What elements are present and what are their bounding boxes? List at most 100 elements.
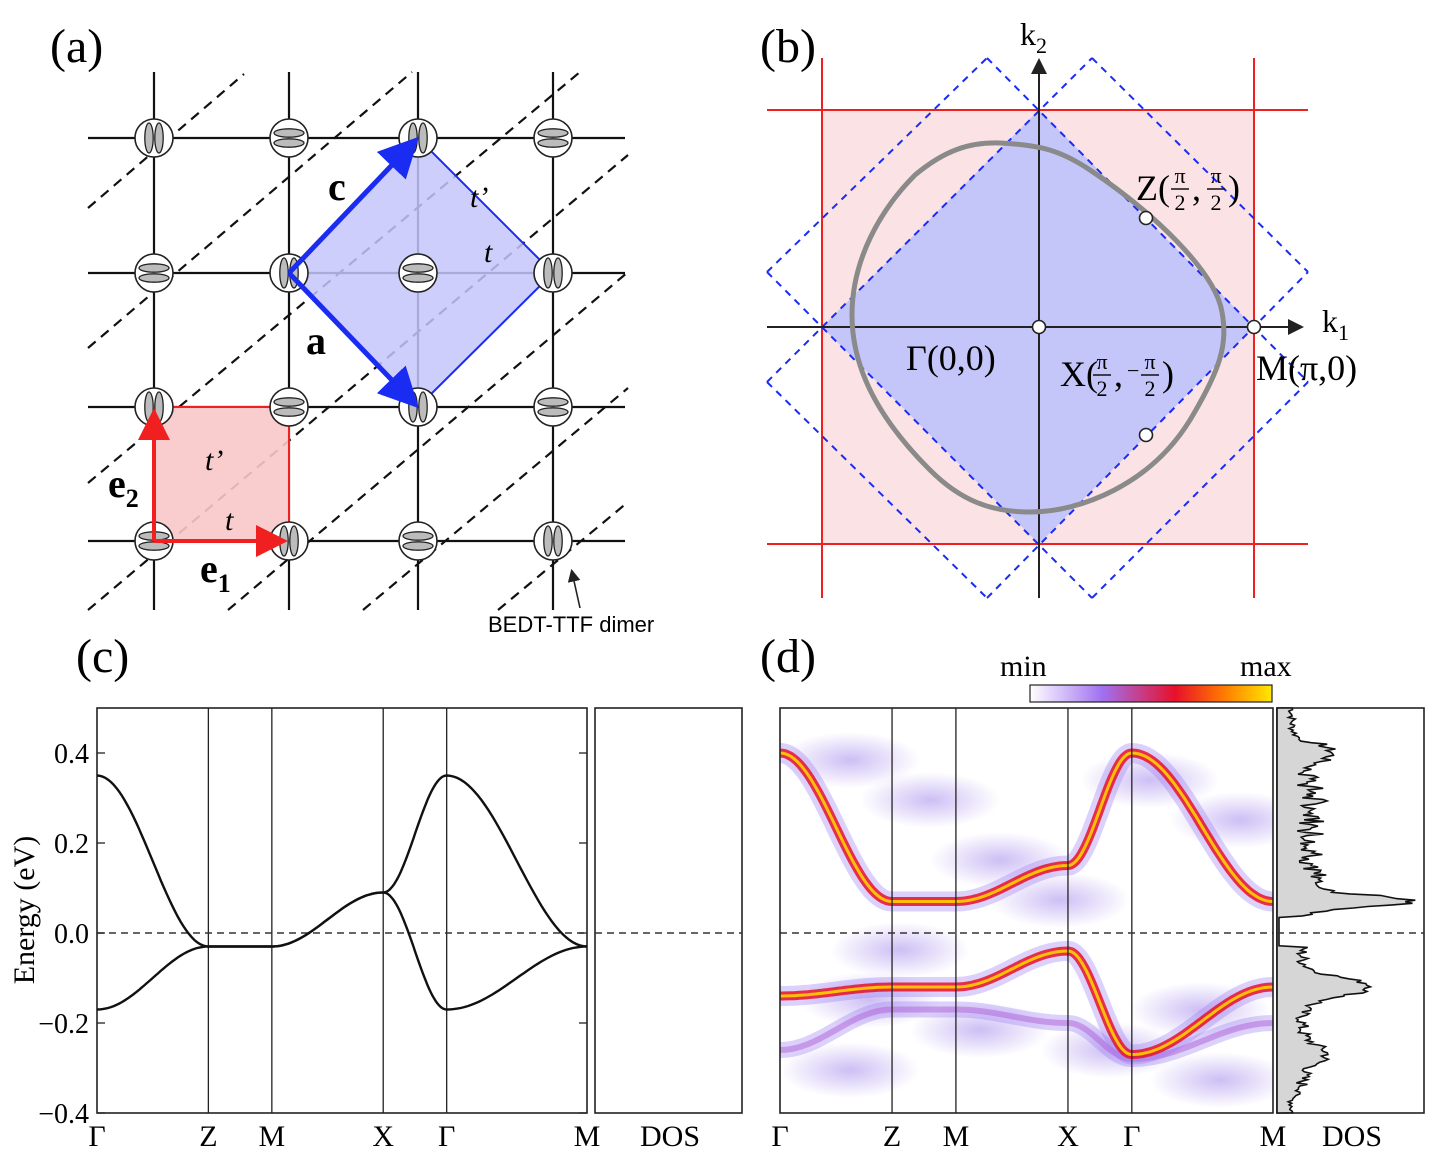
m-point-label: M(π,0)	[1256, 348, 1357, 388]
svg-text:X(: X(	[1060, 354, 1098, 394]
x-tick-label: Γ	[771, 1120, 788, 1153]
panel-b-label: (b)	[760, 20, 816, 73]
m-point	[1246, 319, 1262, 335]
spectral-band-peak	[780, 751, 1273, 903]
y-tick-label: 0.0	[54, 919, 89, 950]
spectral-band-peak	[780, 949, 1273, 1056]
spectral-bands	[780, 743, 1273, 1067]
svg-text:): )	[1162, 354, 1174, 394]
unit-cell-e	[153, 406, 290, 542]
x-tick-label: X	[372, 1120, 394, 1153]
dimer	[533, 521, 573, 561]
panel-d: (d) min max Γ Z M X Γ M DOS	[760, 630, 1425, 1153]
spectral-haze-blob	[780, 732, 920, 788]
dimer	[134, 253, 174, 293]
svg-text:2: 2	[1175, 190, 1186, 215]
dimer	[398, 253, 438, 293]
svg-text:2: 2	[1145, 376, 1156, 401]
x-tick-label: Γ	[1123, 1120, 1140, 1153]
dimer-pointer-arrow	[567, 568, 581, 609]
hopping-t-label: t	[484, 236, 493, 269]
spectral-haze-blob	[990, 872, 1130, 928]
spectral-function-map	[780, 732, 1273, 1108]
panel-d-label: (d)	[760, 630, 816, 683]
dimer	[533, 387, 573, 427]
band-curves	[96, 774, 588, 1011]
dimer	[533, 118, 573, 158]
band-plot-frame	[96, 707, 588, 1114]
gamma-point-label: Γ(0,0)	[906, 338, 996, 378]
spectral-haze-blob	[780, 1042, 920, 1098]
svg-text:−: −	[1127, 358, 1139, 383]
x-tick-label: Z	[883, 1120, 901, 1153]
y-tick-label: −0.2	[38, 1009, 89, 1040]
x-point-label: X( π 2 , − π 2 )	[1060, 349, 1174, 401]
y-axis-ticks: −0.4 −0.2 0.0 0.2 0.4	[38, 739, 587, 1130]
svg-text:,: ,	[1114, 354, 1123, 394]
y-axis-label: Energy (eV)	[8, 836, 41, 985]
z-point-label: Z( π 2 , π 2 )	[1136, 163, 1240, 215]
colorbar-min-label: min	[1000, 650, 1047, 683]
colorbar	[1029, 684, 1273, 703]
hopping-t-label: t	[225, 504, 234, 537]
hopping-tp-label: t’	[205, 444, 223, 477]
band-line	[96, 891, 588, 1011]
gamma-point	[1031, 319, 1047, 335]
spectral-haze-blob	[1150, 1052, 1273, 1108]
dos-fill	[1276, 707, 1416, 1114]
x-tick-label: M	[943, 1120, 970, 1153]
vector-a-arrow	[287, 271, 419, 409]
x-tick-label: Z	[199, 1120, 217, 1153]
svg-text:2: 2	[1211, 190, 1222, 215]
y-tick-label: 0.4	[54, 739, 89, 770]
svg-text:π: π	[1144, 349, 1155, 374]
panel-c-label: (c)	[76, 630, 129, 683]
shadow-band-core	[780, 1006, 1273, 1062]
dos-axis-label: DOS	[640, 1120, 700, 1153]
spectral-plot-frame	[779, 707, 1274, 1114]
svg-text:π: π	[1174, 163, 1185, 188]
vector-c-arrow	[287, 136, 419, 275]
vector-e1-label: e1	[200, 546, 231, 598]
spectral-haze-blob	[830, 922, 970, 978]
vector-a-label: a	[306, 318, 326, 363]
panel-a: (a)	[50, 20, 654, 637]
k1-axis-label: k1	[1322, 303, 1349, 345]
svg-text:Z(: Z(	[1136, 168, 1170, 208]
fermi-surface-curve	[849, 140, 1227, 515]
y-tick-label: 0.2	[54, 829, 89, 860]
dimer	[134, 118, 174, 158]
svg-text:): )	[1228, 168, 1240, 208]
svg-text:,: ,	[1192, 168, 1201, 208]
spectral-haze-blob	[860, 772, 1000, 828]
dos-plot-frame	[594, 707, 743, 1114]
svg-text:π: π	[1210, 163, 1221, 188]
panel-a-label: (a)	[50, 20, 103, 73]
dimer-label: BEDT-TTF dimer	[488, 612, 654, 637]
x-tick-label: M	[1260, 1120, 1287, 1153]
x-tick-label: X	[1057, 1120, 1079, 1153]
x-tick-label: M	[258, 1120, 285, 1153]
symmetry-lines	[780, 708, 1273, 1113]
z-point	[1138, 210, 1154, 226]
y-tick-label: −0.4	[38, 1099, 89, 1130]
svg-text:π: π	[1096, 349, 1107, 374]
colorbar-max-label: max	[1240, 650, 1292, 683]
x-tick-label: M	[574, 1120, 601, 1153]
dos-axis-label: DOS	[1322, 1120, 1382, 1153]
dimer	[269, 387, 309, 427]
hopping-tp-label: t’	[470, 181, 488, 214]
dimer	[533, 253, 573, 293]
panel-b: (b) k2 k1 Γ(0,0) M(π,0)	[760, 16, 1357, 599]
dimer	[269, 118, 309, 158]
spectral-haze-blob	[1170, 792, 1273, 848]
svg-text:2: 2	[1097, 376, 1108, 401]
dimer	[398, 521, 438, 561]
x-point	[1138, 427, 1154, 443]
vector-c-label: c	[328, 164, 346, 209]
k2-axis-label: k2	[1020, 16, 1047, 58]
panel-c: (c) −0.4 −0.2 0.0 0.2 0.4 Γ Z M X Γ M Energy (eV)…	[8, 630, 743, 1153]
